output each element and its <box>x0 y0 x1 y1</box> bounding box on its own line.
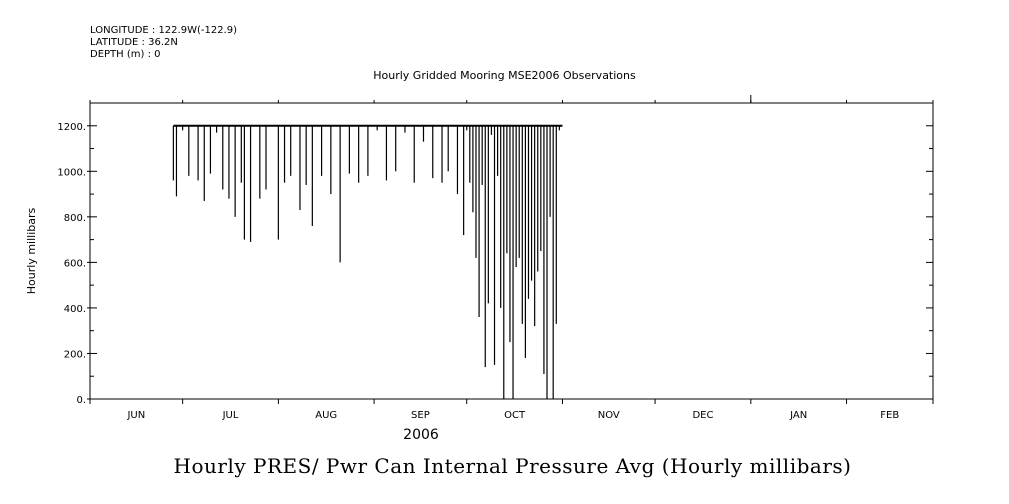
x-tick-label: AUG <box>315 410 337 421</box>
x-tick-label: DEC <box>692 410 713 421</box>
y-tick-label: 400. <box>64 304 86 315</box>
bottom-title: Hourly PRES/ Pwr Can Internal Pressure A… <box>173 454 852 478</box>
y-axis-label: Hourly millibars <box>25 207 38 294</box>
x-tick-label: FEB <box>880 410 899 421</box>
y-tick-label: 800. <box>64 213 86 224</box>
x-tick-label: JUL <box>222 410 239 421</box>
x-tick-label: JAN <box>789 410 807 421</box>
x-tick-label: NOV <box>598 410 620 421</box>
y-tick-label: 1200. <box>57 122 86 133</box>
x-tick-label: OCT <box>504 410 526 421</box>
series-group <box>172 124 563 399</box>
y-tick-label: 600. <box>64 258 86 269</box>
x-tick-label: JUN <box>126 410 145 421</box>
chart-title: Hourly Gridded Mooring MSE2006 Observati… <box>373 69 636 82</box>
plot-frame <box>89 102 934 400</box>
y-tick-label: 1000. <box>57 167 86 178</box>
y-tick-label: 200. <box>64 349 86 360</box>
x-axis: JUN JUL AUG SEP OCT NOV DEC JAN FEB <box>89 95 934 421</box>
x-axis-label: 2006 <box>403 427 439 443</box>
y-axis: 0. 200. 400. 600. 800. 1000. 1200. <box>57 122 933 406</box>
depth-label: DEPTH (m) : 0 <box>90 49 161 60</box>
latitude-label: LATITUDE : 36.2N <box>90 37 178 48</box>
x-tick-label: SEP <box>411 410 430 421</box>
y-tick-label: 0. <box>76 395 86 406</box>
longitude-label: LONGITUDE : 122.9W(-122.9) <box>90 25 237 36</box>
